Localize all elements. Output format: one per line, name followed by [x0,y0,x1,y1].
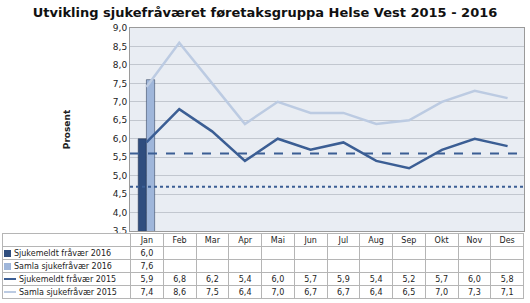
svg-text:7,0: 7,0 [113,97,128,107]
html-text:6,0: 6,0 [271,274,285,284]
html-text:Apr: Apr [238,235,252,245]
html-text:Nov: Nov [466,235,483,245]
html-text:5,4: 5,4 [369,274,383,284]
svg-text:9,0: 9,0 [113,23,128,33]
html-text:5,2: 5,2 [402,274,416,284]
html-text:6,7: 6,7 [337,287,350,297]
html-text:7,0: 7,0 [271,287,285,297]
svg-text:Utvikling sjukefråværet føreta: Utvikling sjukefråværet føretaksgruppa H… [33,5,498,20]
html-text:5,7: 5,7 [304,274,317,284]
svg-text:3,5: 3,5 [112,226,128,237]
html-text:5,9: 5,9 [140,274,154,284]
html-text:7,6: 7,6 [140,261,154,271]
html-text:Aug: Aug [368,235,384,245]
svg-text:5,0: 5,0 [113,171,128,181]
html-text:7,0: 7,0 [435,287,448,297]
svg-text:5,5: 5,5 [113,152,127,162]
svg-text:8,0: 8,0 [113,60,128,70]
html-text:Feb: Feb [172,235,187,245]
html-text:6,5: 6,5 [402,287,416,297]
html-text:5,8: 5,8 [500,274,514,284]
svg-text:6,5: 6,5 [113,115,127,125]
svg-text:4,5: 4,5 [113,189,127,199]
html-text:6,4: 6,4 [238,287,252,297]
html-text:5,9: 5,9 [337,274,350,284]
html-text:Samla sjukefråvær 2015: Samla sjukefråvær 2015 [19,287,117,297]
html-text:Okt: Okt [434,235,449,245]
svg-text:Prosent: Prosent [62,109,72,149]
html-text:Mai: Mai [270,235,285,245]
html-text:Jun: Jun [304,235,317,245]
html-text:5,4: 5,4 [238,274,252,284]
html-text:5,7: 5,7 [435,274,448,284]
html-text:Sjukemeldt fråvær 2016: Sjukemeldt fråvær 2016 [14,248,112,258]
html-text:Jan: Jan [140,235,153,245]
svg-text:4,0: 4,0 [113,208,128,218]
html-text:6,4: 6,4 [369,287,383,297]
html-text:6,0: 6,0 [140,248,154,258]
html-text:7,3: 7,3 [468,287,481,297]
html-text:7,4: 7,4 [140,287,154,297]
html-text:Sep: Sep [401,235,417,245]
html-text:Des: Des [499,235,515,245]
html-text:Sjukemeldt fråvær 2015: Sjukemeldt fråvær 2015 [19,274,117,284]
html-text:Mar: Mar [204,235,220,245]
html-text:6,7: 6,7 [304,287,317,297]
html-text:7,1: 7,1 [500,287,514,297]
html-text:8,6: 8,6 [173,287,186,297]
svg-text:7,5: 7,5 [113,79,127,89]
html-text:6,8: 6,8 [173,274,186,284]
svg-text:8,5: 8,5 [113,42,127,52]
html-text:Jul: Jul [338,235,349,245]
html-text:Samla sjukefråvær 2016: Samla sjukefråvær 2016 [14,261,112,271]
html-text:6,0: 6,0 [468,274,481,284]
svg-text:6,0: 6,0 [113,134,128,144]
html-text:7,5: 7,5 [206,287,219,297]
html-text:6,2: 6,2 [206,274,219,284]
